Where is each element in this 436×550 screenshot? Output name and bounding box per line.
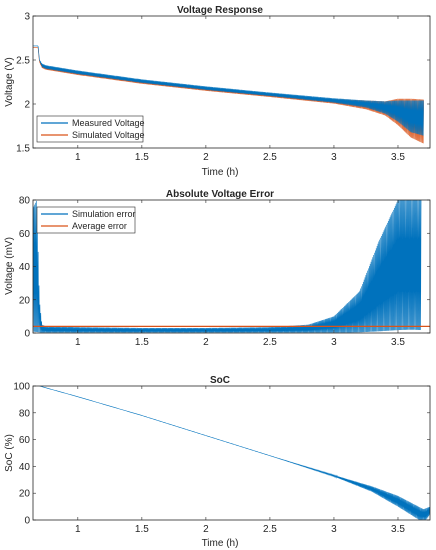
voltage-response-axes-box [32, 15, 431, 149]
voltage-error-xtick-label: 1.5 [135, 337, 149, 348]
voltage-response-xtick-label: 3 [331, 152, 337, 163]
voltage-response-title: Voltage Response [177, 5, 263, 16]
voltage-response-ytick-label: 2 [24, 100, 30, 111]
soc-xtick-label: 1.5 [135, 524, 149, 535]
voltage-response-xtick-label: 3.5 [391, 152, 405, 163]
voltage-response-xtick-label: 1 [75, 152, 81, 163]
soc-ylabel: SoC (%) [4, 434, 15, 472]
soc-ytick-label: 100 [13, 382, 30, 393]
voltage-error-series-simulation-error [33, 200, 422, 333]
voltage-error-series [33, 200, 430, 333]
voltage-error-ylabel: Voltage (mV) [4, 237, 15, 295]
voltage-response-panel: Voltage Response 1 1.5 2 2.5 3 3.5 1.5 2 2.5 3 Ti… [4, 5, 431, 178]
legend-simulated-label: Simulated Voltage [72, 130, 145, 140]
legend-avg-error-label: Average error [72, 221, 127, 231]
voltage-error-legend-box [36, 206, 136, 234]
voltage-error-panel: Absolute Voltage Error 1 1.5 2 2.5 3 3.5 0 20 40… [4, 189, 431, 348]
voltage-response-xtick-label: 1.5 [135, 152, 149, 163]
voltage-error-xtick-label: 2 [203, 337, 209, 348]
soc-xtick-label: 3 [331, 524, 337, 535]
voltage-response-ytick-label: 3 [24, 12, 30, 23]
soc-axes-box [32, 385, 431, 521]
voltage-response-ylabel: Voltage (V) [4, 57, 15, 106]
soc-ytick-label: 0 [24, 516, 30, 527]
voltage-error-xtick-label: 3.5 [391, 337, 405, 348]
voltage-error-ytick-label: 80 [19, 196, 31, 207]
soc-panel: SoC 1 1.5 2 2.5 3 3.5 0 20 40 60 80 100 Time (h) So… [4, 375, 431, 549]
voltage-error-title: Absolute Voltage Error [166, 189, 274, 200]
soc-ytick-label: 60 [19, 435, 31, 446]
voltage-error-xtick-label: 2.5 [263, 337, 277, 348]
legend-measured-label: Measured Voltage [72, 118, 145, 128]
voltage-error-ytick-label: 60 [19, 229, 31, 240]
legend-sim-error-label: Simulation error [72, 209, 136, 219]
voltage-error-xtick-label: 3 [331, 337, 337, 348]
voltage-response-series [33, 45, 424, 144]
soc-xlabel: Time (h) [202, 538, 239, 549]
soc-xtick-label: 3.5 [391, 524, 405, 535]
voltage-error-ticks: 1 1.5 2 2.5 3 3.5 0 20 40 60 80 [19, 196, 430, 348]
voltage-response-legend-box [36, 115, 144, 143]
soc-ytick-label: 40 [19, 462, 31, 473]
voltage-error-ytick-label: 20 [19, 295, 31, 306]
soc-xtick-label: 1 [75, 524, 81, 535]
voltage-response-legend: Measured Voltage Simulated Voltage [36, 115, 145, 143]
voltage-response-ytick-label: 2.5 [16, 56, 30, 67]
soc-title: SoC [210, 375, 230, 386]
soc-ticks: 1 1.5 2 2.5 3 3.5 0 20 40 60 80 100 [13, 382, 430, 535]
voltage-response-ytick-label: 1.5 [16, 144, 30, 155]
voltage-response-xtick-label: 2.5 [263, 152, 277, 163]
soc-xtick-label: 2.5 [263, 524, 277, 535]
soc-ytick-label: 80 [19, 408, 31, 419]
soc-series [39, 386, 430, 520]
voltage-response-xtick-label: 2 [203, 152, 209, 163]
voltage-response-series-measured-voltage [33, 45, 424, 136]
soc-series-line [39, 386, 430, 520]
soc-xtick-label: 2 [203, 524, 209, 535]
voltage-error-xtick-label: 1 [75, 337, 81, 348]
voltage-response-ticks: 1 1.5 2 2.5 3 3.5 1.5 2 2.5 3 [16, 12, 430, 163]
voltage-error-ytick-label: 40 [19, 262, 31, 273]
soc-ytick-label: 20 [19, 489, 31, 500]
voltage-response-xlabel: Time (h) [202, 167, 239, 178]
voltage-error-legend: Simulation error Average error [36, 206, 136, 234]
voltage-error-ytick-label: 0 [24, 329, 30, 340]
